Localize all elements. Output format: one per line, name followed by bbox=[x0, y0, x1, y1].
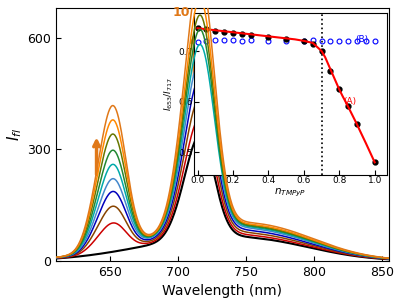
Text: 10: 10 bbox=[173, 6, 190, 19]
X-axis label: Wavelength (nm): Wavelength (nm) bbox=[162, 285, 282, 299]
Text: 1: 1 bbox=[239, 156, 247, 169]
Y-axis label: $I_{fl}$: $I_{fl}$ bbox=[6, 128, 24, 141]
